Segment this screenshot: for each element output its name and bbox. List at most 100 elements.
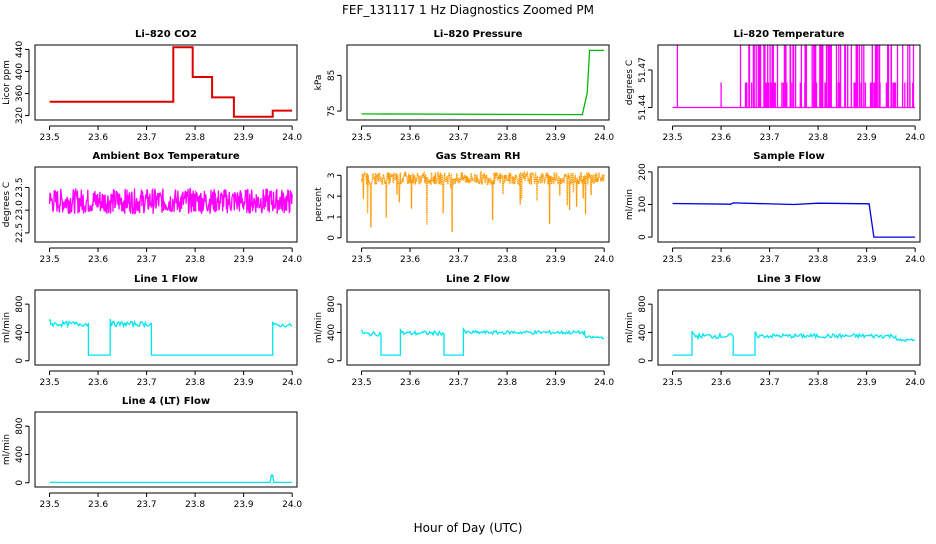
y-tick-label: 400 — [638, 324, 648, 341]
chart-title: Ambient Box Temperature — [92, 151, 239, 162]
y-tick-label: 400 — [15, 446, 25, 463]
y-tick-label: 51.47 — [638, 57, 648, 83]
x-tick-label: 23.6 — [400, 255, 420, 265]
plot-frame — [657, 289, 921, 366]
y-axis-label: ml/min — [625, 189, 635, 220]
x-tick-label: 23.9 — [234, 378, 254, 388]
x-tick-label: 23.6 — [400, 378, 420, 388]
chart-panel-5: Gas Stream RH percent 23.5 23.6 23.7 23.8 23.9… — [314, 151, 614, 265]
x-tick-label: 23.7 — [449, 378, 469, 388]
series-line — [672, 45, 916, 109]
x-tick-label: 23.5 — [40, 378, 60, 388]
y-tick-label: 200 — [638, 163, 648, 180]
x-tick-label: 24.0 — [905, 378, 925, 388]
series-line — [360, 170, 605, 233]
x-tick-label: 23.7 — [760, 255, 780, 265]
chart-title: Line 2 Flow — [446, 274, 510, 285]
y-tick-label: 0 — [327, 358, 337, 364]
x-tick-label: 23.9 — [546, 255, 566, 265]
y-tick-label: 85 — [327, 70, 337, 81]
x-tick-label: 23.7 — [449, 255, 469, 265]
x-tick-label: 23.9 — [234, 133, 254, 143]
plot-frame — [657, 44, 921, 121]
series-line — [361, 49, 605, 116]
y-tick-label: 0 — [327, 235, 337, 241]
series-line — [49, 46, 293, 118]
chart-title: Line 1 Flow — [134, 274, 198, 285]
chart-panel-7: Line 1 Flow ml/min 23.5 23.6 23.7 23.8 23.9 24.… — [2, 274, 302, 388]
chart-title: Li–820 CO2 — [135, 29, 197, 40]
x-tick-label: 23.9 — [234, 255, 254, 265]
x-tick-label: 24.0 — [594, 255, 614, 265]
chart-title: Sample Flow — [753, 151, 825, 162]
x-tick-label: 23.6 — [711, 133, 731, 143]
x-tick-label: 23.7 — [760, 133, 780, 143]
series-line — [48, 318, 293, 356]
y-tick-label: 0 — [638, 234, 648, 240]
x-tick-label: 23.8 — [808, 378, 828, 388]
x-tick-label: 23.5 — [40, 500, 60, 510]
x-tick-label: 23.5 — [352, 255, 372, 265]
series-line — [360, 326, 605, 356]
y-tick-label: 75 — [327, 105, 337, 116]
x-tick-label: 23.5 — [352, 133, 372, 143]
y-tick-label: 23.5 — [15, 177, 25, 197]
x-tick-label: 23.5 — [663, 133, 683, 143]
y-tick-label: 0 — [638, 358, 648, 364]
y-axis-label: ml/min — [2, 312, 12, 343]
y-tick-label: 400 — [15, 63, 25, 80]
x-tick-label: 24.0 — [905, 133, 925, 143]
x-tick-label: 24.0 — [282, 133, 302, 143]
y-axis-label: Licor ppm — [2, 60, 12, 105]
y-tick-label: 800 — [15, 417, 25, 434]
y-tick-label: 440 — [15, 41, 25, 58]
y-tick-label: 800 — [638, 295, 648, 312]
plot-frame — [657, 166, 921, 243]
x-tick-label: 23.9 — [857, 378, 877, 388]
x-tick-label: 23.8 — [497, 133, 517, 143]
x-tick-label: 24.0 — [282, 500, 302, 510]
x-tick-label: 23.9 — [857, 255, 877, 265]
chart-panel-3: Li–820 Temperature degrees C 23.5 23.6 23.7 2… — [625, 29, 925, 143]
x-tick-label: 23.8 — [808, 255, 828, 265]
y-tick-label: 800 — [15, 295, 25, 312]
x-tick-label: 23.8 — [497, 378, 517, 388]
x-tick-label: 24.0 — [594, 133, 614, 143]
series-line — [672, 330, 916, 356]
x-tick-label: 23.6 — [711, 255, 731, 265]
y-tick-label: 0 — [15, 358, 25, 364]
y-tick-label: 2 — [327, 193, 337, 199]
x-tick-label: 23.6 — [711, 378, 731, 388]
chart-panel-8: Line 2 Flow ml/min 23.5 23.6 23.7 23.8 23.9 24.… — [314, 274, 614, 388]
plot-frame — [34, 411, 298, 488]
x-tick-label: 23.8 — [185, 500, 205, 510]
chart-panel-2: Li–820 Pressure kPa 23.5 23.6 23.7 23.8 23.9 24… — [314, 29, 614, 143]
chart-panel-6: Sample Flow ml/min 23.5 23.6 23.7 23.8 23.9 24.… — [625, 151, 925, 265]
chart-title: Line 4 (LT) Flow — [122, 396, 210, 407]
y-tick-label: 3 — [327, 172, 337, 178]
y-tick-label: 1 — [327, 214, 337, 220]
chart-panel-10: Line 4 (LT) Flow ml/min 23.5 23.6 23.7 23.8 23… — [2, 396, 302, 510]
x-axis-label: Hour of Day (UTC) — [414, 521, 523, 535]
y-axis-label: degrees C — [625, 60, 635, 105]
x-tick-label: 23.9 — [546, 133, 566, 143]
x-tick-label: 23.5 — [352, 378, 372, 388]
x-tick-label: 23.6 — [88, 500, 108, 510]
y-tick-label: 800 — [327, 295, 337, 312]
x-tick-label: 23.9 — [234, 500, 254, 510]
x-tick-label: 24.0 — [594, 378, 614, 388]
x-tick-label: 23.8 — [185, 255, 205, 265]
y-axis-label: degrees C — [2, 182, 12, 227]
plot-frame — [34, 289, 298, 366]
x-tick-label: 23.7 — [137, 255, 157, 265]
chart-title: Li–820 Pressure — [434, 29, 523, 40]
chart-title: Gas Stream RH — [436, 151, 521, 162]
x-tick-label: 23.7 — [137, 500, 157, 510]
x-tick-label: 23.6 — [88, 133, 108, 143]
x-tick-label: 23.9 — [546, 378, 566, 388]
chart-panel-9: Line 3 Flow ml/min 23.5 23.6 23.7 23.8 23.9 24.… — [625, 274, 925, 388]
y-axis-label: percent — [314, 187, 324, 222]
